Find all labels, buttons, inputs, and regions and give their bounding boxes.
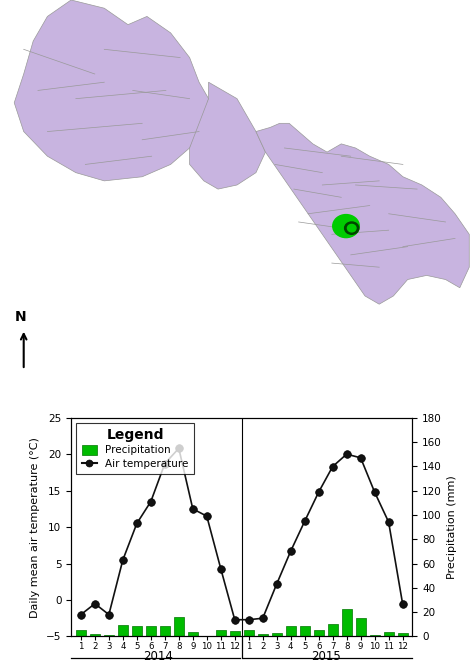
- Circle shape: [333, 215, 359, 237]
- Bar: [244, 631, 254, 636]
- Text: 2014: 2014: [143, 650, 173, 662]
- Bar: [370, 635, 380, 636]
- Bar: [230, 631, 240, 636]
- Bar: [342, 609, 352, 636]
- Polygon shape: [256, 123, 469, 304]
- Y-axis label: Precipitation (mm): Precipitation (mm): [447, 475, 457, 579]
- Circle shape: [345, 222, 359, 234]
- Bar: [160, 626, 170, 636]
- Legend: Precipitation, Air temperature: Precipitation, Air temperature: [76, 423, 194, 474]
- Bar: [174, 617, 184, 636]
- Bar: [104, 635, 114, 636]
- Bar: [146, 626, 156, 636]
- Text: N: N: [15, 310, 27, 324]
- Bar: [132, 626, 142, 636]
- Bar: [118, 625, 128, 636]
- Bar: [188, 632, 198, 636]
- Bar: [76, 631, 86, 636]
- Bar: [328, 625, 337, 636]
- Bar: [258, 634, 268, 636]
- Bar: [90, 634, 100, 636]
- Polygon shape: [190, 82, 265, 189]
- Text: 2015: 2015: [311, 650, 340, 662]
- Y-axis label: Daily mean air temperature (°C): Daily mean air temperature (°C): [30, 437, 40, 617]
- Bar: [356, 618, 365, 636]
- Bar: [398, 633, 408, 636]
- Bar: [314, 630, 324, 636]
- Circle shape: [347, 225, 356, 232]
- Bar: [300, 626, 310, 636]
- Bar: [216, 631, 226, 636]
- Bar: [383, 633, 393, 636]
- Polygon shape: [14, 0, 209, 181]
- Bar: [286, 626, 296, 636]
- Bar: [272, 633, 282, 636]
